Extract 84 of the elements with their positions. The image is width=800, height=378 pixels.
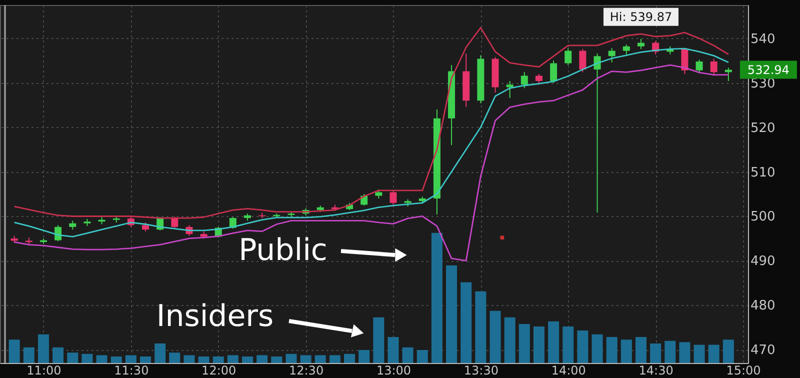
y-tick-label: 500 <box>750 210 776 225</box>
bar <box>402 347 414 363</box>
bar <box>679 342 690 363</box>
bar <box>562 326 574 363</box>
candlestick <box>390 190 397 206</box>
bar <box>446 265 458 363</box>
bar <box>460 282 472 363</box>
bar <box>329 355 340 363</box>
x-tick-label: 14:30 <box>638 364 674 378</box>
x-tick-label: 12:30 <box>289 364 324 378</box>
bar <box>344 354 356 363</box>
bar <box>592 334 603 363</box>
y-tick-label: 480 <box>750 298 776 314</box>
bar <box>242 356 254 363</box>
candlestick <box>594 52 601 214</box>
candlestick <box>520 72 528 89</box>
bar <box>227 355 238 363</box>
bar <box>212 356 224 363</box>
bar <box>577 330 588 363</box>
bar <box>358 350 370 363</box>
bar <box>169 352 180 363</box>
bar <box>388 336 399 363</box>
y-tick-label: 470 <box>750 343 776 358</box>
bar <box>140 356 151 363</box>
bar <box>722 340 734 363</box>
bar <box>38 334 49 363</box>
bar <box>373 317 384 363</box>
annotation: Public <box>238 233 328 268</box>
bar <box>416 350 428 363</box>
bar <box>82 354 93 363</box>
x-tick-label: 14:00 <box>551 364 586 378</box>
bar <box>300 355 312 363</box>
candlestick <box>171 216 178 228</box>
bar <box>271 356 282 363</box>
bar <box>23 347 34 363</box>
bar <box>533 326 544 363</box>
bar <box>475 291 486 363</box>
x-tick-label: 11:00 <box>26 364 62 378</box>
candlestick <box>506 80 514 98</box>
bar <box>256 355 268 363</box>
bar <box>125 355 136 363</box>
candlestick <box>550 60 558 84</box>
bar <box>286 354 297 363</box>
bar <box>314 355 326 363</box>
bar <box>664 340 676 363</box>
y-tick-label: 540 <box>750 32 776 47</box>
bar <box>431 232 442 363</box>
candlestick <box>564 48 572 66</box>
bar <box>67 352 78 363</box>
bar <box>198 356 210 363</box>
bar <box>504 317 516 363</box>
bar <box>490 310 501 363</box>
x-tick-label: 13:00 <box>376 364 412 378</box>
annotation: Hi: 539.87 <box>610 10 672 24</box>
bar <box>694 344 705 363</box>
bar <box>110 356 122 363</box>
y-tick-label: 510 <box>750 165 776 180</box>
bar <box>650 343 662 363</box>
x-tick-label: 15:00 <box>726 364 761 378</box>
y-tick-label: 520 <box>750 120 776 136</box>
bar <box>8 340 20 363</box>
bar <box>708 344 720 363</box>
candlestick <box>54 224 62 242</box>
candlestick <box>579 48 586 73</box>
x-tick-label: 13:30 <box>464 364 498 378</box>
bar <box>96 355 108 363</box>
x-tick-label: 12:00 <box>202 364 236 378</box>
bar <box>154 343 166 363</box>
bar <box>635 336 646 363</box>
annotation: Insiders <box>156 299 274 334</box>
annotation: 532.94 <box>747 62 790 77</box>
candlestick <box>710 58 718 76</box>
bar <box>620 340 632 363</box>
bar <box>518 324 530 363</box>
x-tick-label: 11:30 <box>114 364 149 378</box>
candlestick <box>622 44 630 55</box>
y-tick-label: 490 <box>750 254 776 270</box>
candlestick <box>608 48 616 63</box>
candlestick <box>696 59 703 73</box>
bar <box>548 321 560 363</box>
bar <box>184 355 195 363</box>
candlestick <box>637 38 644 50</box>
bar <box>606 336 618 363</box>
bar <box>52 347 64 363</box>
